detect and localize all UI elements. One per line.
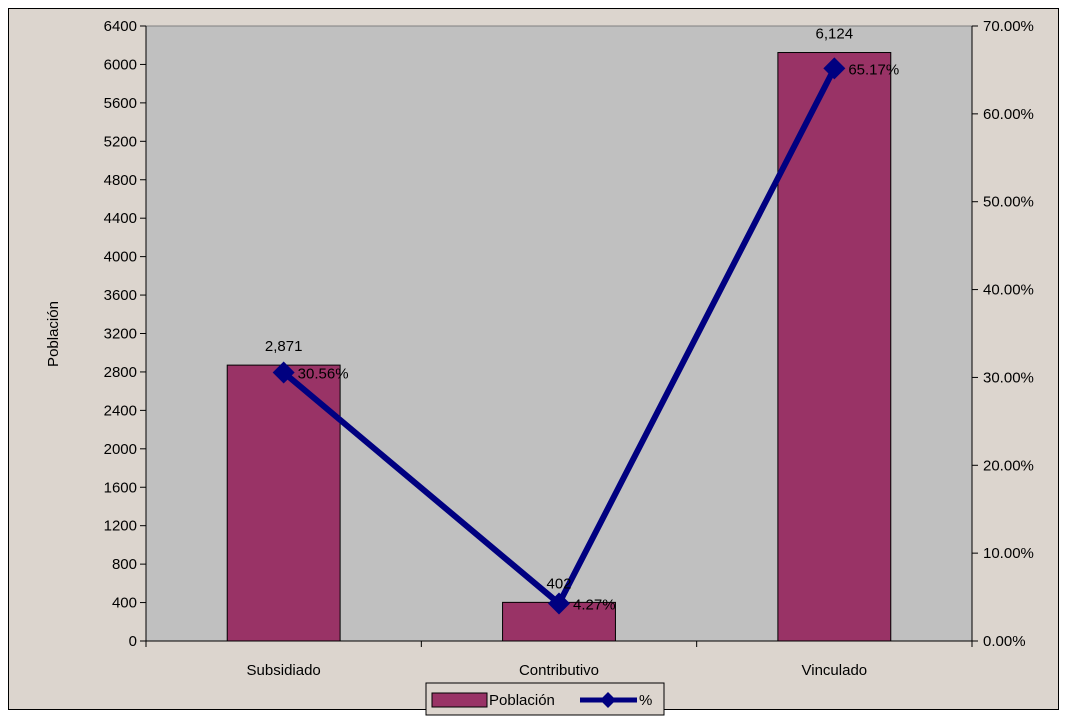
y2-tick-label: 40.00% [983,282,1034,299]
y-tick-label: 400 [112,595,137,612]
line-marker [548,592,570,615]
bar-data-label: 2,871 [265,338,303,355]
legend: Población% [425,682,665,716]
legend-label-line: % [639,692,652,709]
legend-swatch-marker [600,692,616,708]
y-tick-label: 0 [129,633,137,650]
y-axis-right: 0.00% 10.00% 20.00% 30.00% 40.00% 50.00% 60.00… [971,18,1034,650]
x-tick-label: Contributivo [519,662,599,679]
line-data-label: 65.17% [848,61,899,78]
line-data-label: 30.56% [298,366,349,383]
y2-tick-label: 20.00% [983,457,1034,474]
x-axis: Subsidiado Contributivo Vinculado [145,640,973,679]
bar [226,364,341,642]
y-tick-label: 3600 [104,287,137,304]
line-series [272,57,846,615]
y-tick-label: 5200 [104,133,137,150]
y-tick-label: 6400 [104,18,137,35]
y-tick-label: 1600 [104,479,137,496]
bar-series [226,52,892,642]
y-tick-label: 4800 [104,172,137,189]
line-marker [823,57,846,80]
y2-tick-label: 70.00% [983,18,1034,35]
y-tick-label: 3200 [104,326,137,343]
bar-data-label: 6,124 [816,26,854,43]
bar [777,52,892,642]
y-tick-label: 4400 [104,210,137,227]
y2-tick-label: 60.00% [983,106,1034,123]
data-labels: 2,871 402 6,124 30.56% 4.27% 65.17% [265,26,899,614]
legend-label-bar: Población [489,692,555,709]
y-tick-label: 5600 [104,95,137,112]
x-tick-label: Subsidiado [247,662,321,679]
y-tick-label: 2400 [104,402,137,419]
x-tick-label: Vinculado [802,662,868,679]
y-tick-label: 2000 [104,441,137,458]
y2-tick-label: 30.00% [983,369,1034,386]
y-tick-label: 800 [112,556,137,573]
y-tick-label: 6000 [104,56,137,73]
y2-tick-label: 10.00% [983,545,1034,562]
y-tick-label: 2800 [104,364,137,381]
y2-tick-label: 0.00% [983,633,1026,650]
y-axis-left: 0 400 800 1200 1600 2000 2400 2800 3200 3600 4000 4… [104,18,147,650]
line-data-label: 4.27% [573,596,616,613]
y-axis-title: Población [45,301,62,367]
y2-tick-label: 50.00% [983,194,1034,211]
y-tick-label: 1200 [104,518,137,535]
bar-data-label: 402 [546,575,571,592]
line-marker [272,361,295,384]
y-tick-label: 4000 [104,249,137,266]
legend-swatch-bar [431,692,488,708]
